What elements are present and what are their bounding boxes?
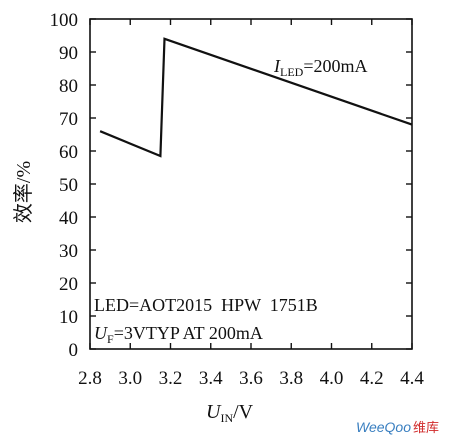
current-subscript: LED	[280, 65, 304, 79]
x-tick-label: 3.8	[279, 368, 303, 389]
watermark-suffix: 维库	[413, 420, 439, 436]
x-tick-label: 3.6	[239, 368, 263, 389]
x-axis-ticks: 2.8 3.0 3.2 3.4 3.6 3.8 4.0 4.2 4.4	[78, 19, 424, 389]
x-tick-label: 4.0	[320, 368, 344, 389]
uf-annotation: UF=3VTYP AT 200mA	[94, 323, 263, 346]
y-tick-label: 10	[59, 307, 78, 328]
uf-symbol: U	[94, 323, 108, 343]
y-tick-label: 100	[50, 10, 79, 31]
y-tick-label: 90	[59, 43, 78, 64]
x-tick-label: 3.4	[199, 368, 223, 389]
watermark-brand: WeeQoo	[356, 419, 411, 435]
current-annotation: ILED=200mA	[273, 56, 367, 79]
uf-value: =3VTYP AT 200mA	[114, 323, 263, 343]
y-axis-ticks: 0 10 20 30 40 50 60 70 80 90 100	[50, 10, 412, 361]
x-axis-unit: /V	[233, 401, 254, 423]
y-tick-label: 0	[69, 340, 79, 361]
y-tick-label: 70	[59, 109, 78, 130]
x-axis-symbol: U	[206, 401, 222, 423]
x-tick-label: 3.0	[118, 368, 142, 389]
y-axis-label: 效率/%	[12, 161, 35, 223]
y-tick-label: 40	[59, 208, 78, 229]
current-value: =200mA	[303, 56, 367, 76]
led-annotation: LED=AOT2015 HPW 1751B	[94, 295, 318, 315]
efficiency-series-line	[99, 37, 413, 158]
current-symbol: I	[273, 56, 281, 76]
x-axis-subscript: IN	[220, 411, 233, 425]
y-tick-label: 60	[59, 142, 78, 163]
y-tick-label: 50	[59, 175, 78, 196]
series-layer	[99, 37, 413, 158]
y-tick-label: 30	[59, 241, 78, 262]
y-tick-label: 80	[59, 76, 78, 97]
uf-subscript: F	[107, 332, 114, 346]
x-tick-label: 4.2	[360, 368, 384, 389]
x-tick-label: 2.8	[78, 368, 102, 389]
x-tick-label: 3.2	[159, 368, 183, 389]
x-axis-label: UIN/V	[206, 401, 254, 425]
watermark: WeeQoo 维库	[356, 419, 439, 436]
y-tick-label: 20	[59, 274, 78, 295]
x-tick-label: 4.4	[400, 368, 424, 389]
